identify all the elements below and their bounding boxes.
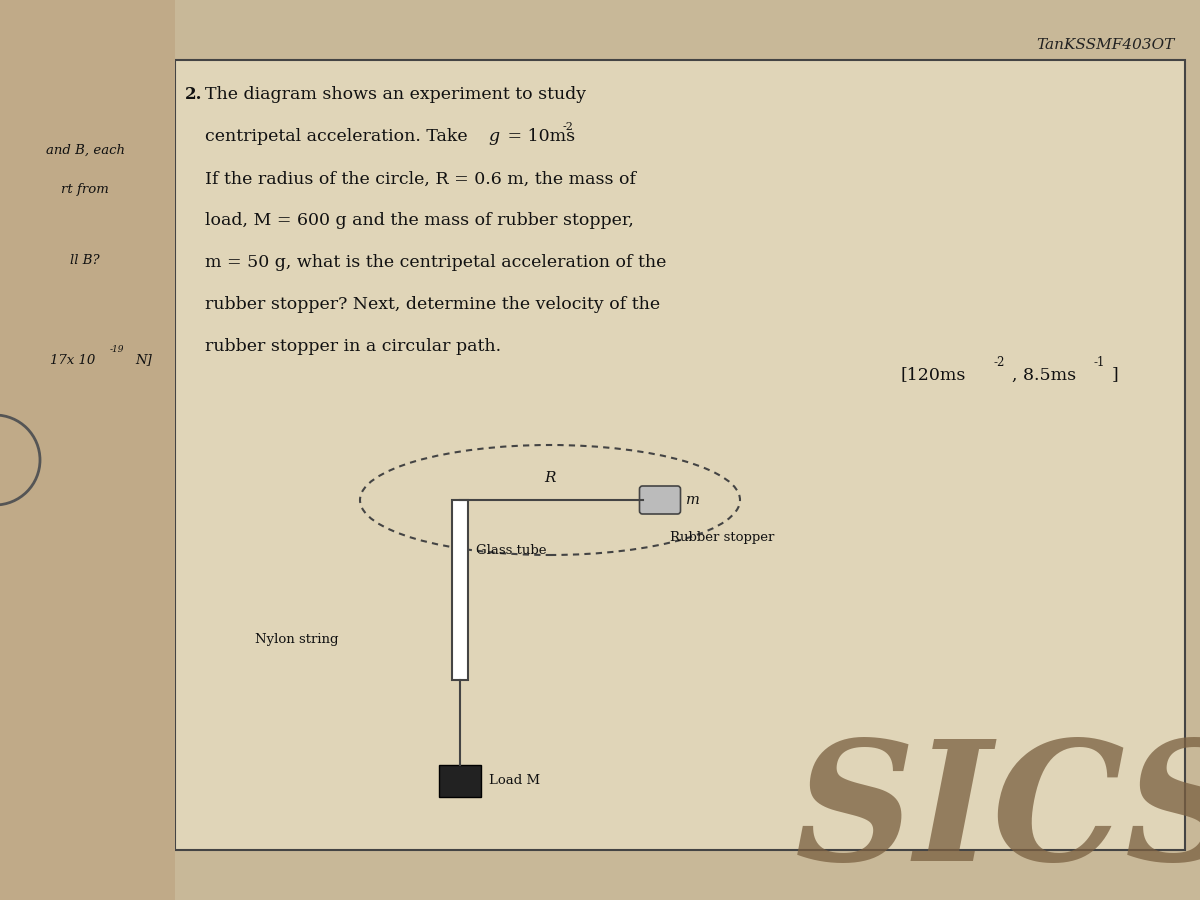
Text: m: m [685, 493, 700, 507]
Bar [0, 0, 175, 900]
Bar [452, 500, 468, 680]
Text: 17x 10: 17x 10 [50, 354, 95, 366]
Text: Rubber stopper: Rubber stopper [670, 532, 774, 544]
Text: ll B?: ll B? [70, 254, 100, 266]
Text: m = 50 g, what is the centripetal acceleration of the: m = 50 g, what is the centripetal accele… [205, 255, 666, 272]
Text: Nylon string: Nylon string [254, 634, 338, 646]
Text: rt from: rt from [61, 184, 109, 196]
Text: If the radius of the circle, R = 0.6 m, the mass of: If the radius of the circle, R = 0.6 m, … [205, 170, 636, 187]
Text: ]: ] [1112, 366, 1118, 383]
Text: R: R [545, 471, 556, 485]
Text: and B, each: and B, each [46, 143, 125, 157]
Text: -19: -19 [110, 346, 125, 355]
Text: [120ms: [120ms [900, 366, 965, 383]
Text: TanKSSMF403OT: TanKSSMF403OT [1037, 38, 1175, 52]
Bar [439, 765, 481, 797]
Text: N]: N] [134, 354, 151, 366]
Text: load, M = 600 g and the mass of rubber stopper,: load, M = 600 g and the mass of rubber s… [205, 212, 634, 230]
Text: -1: -1 [1093, 356, 1104, 370]
Bar [175, 60, 1186, 850]
Text: centripetal acceleration. Take: centripetal acceleration. Take [205, 129, 473, 146]
Text: SICS: SICS [794, 734, 1200, 896]
Text: rubber stopper in a circular path.: rubber stopper in a circular path. [205, 338, 502, 356]
Text: = 10ms: = 10ms [502, 129, 575, 146]
FancyBboxPatch shape [640, 486, 680, 514]
Text: Glass tube: Glass tube [476, 544, 546, 556]
Text: -2: -2 [994, 356, 1004, 370]
Text: -2: -2 [563, 122, 574, 132]
Text: , 8.5ms: , 8.5ms [1012, 366, 1076, 383]
Text: rubber stopper? Next, determine the velocity of the: rubber stopper? Next, determine the velo… [205, 296, 660, 313]
Text: 2.: 2. [185, 86, 203, 104]
Text: Load M: Load M [490, 775, 540, 788]
Text: The diagram shows an experiment to study: The diagram shows an experiment to study [205, 86, 586, 104]
Text: g: g [488, 129, 499, 146]
